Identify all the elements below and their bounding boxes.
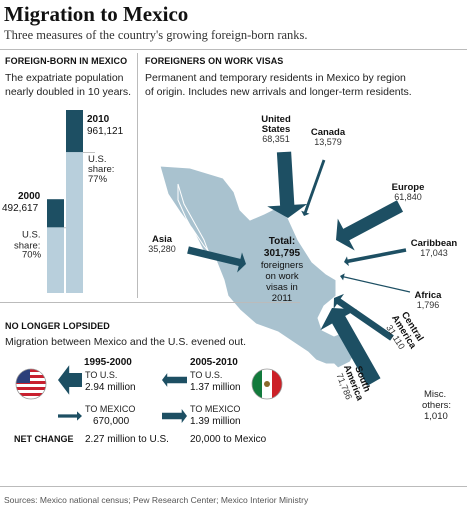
period-1-to-mexico-label: TO MEXICO [85, 404, 135, 414]
foreign-born-description-2: nearly doubled in 10 years. [5, 86, 132, 98]
flow-arrow-united-states [267, 151, 308, 218]
net-change-label: NET CHANGE [14, 434, 74, 444]
flow-value-europe: 61,840 [394, 192, 422, 202]
flow-value-africa: 1,796 [417, 300, 440, 310]
page-title: Migration to Mexico [4, 2, 189, 26]
bar-us-share-2010 [66, 152, 83, 293]
flow-label-united-states-1: United [261, 114, 291, 125]
period-2-label: 2005-2010 [190, 357, 238, 368]
misc-others-line-2: others: [422, 400, 451, 411]
work-visas-heading: FOREIGNERS ON WORK VISAS [145, 56, 284, 66]
period-2-to-mexico-value: 1.39 million [190, 416, 241, 427]
foreign-born-bar-chart: 2010 961,121 U.S. 77% 2000 492,617 U.S. … [2, 110, 124, 293]
period-1-to-us-label: TO U.S. [85, 370, 117, 380]
flow-label-united-states-2: States [262, 124, 291, 135]
arrow-to-mexico-1995-2000 [58, 411, 82, 421]
total-caption-line-3: visas in [266, 282, 298, 293]
flow-arrow-asia [187, 246, 246, 273]
period-2-to-us-label: TO U.S. [190, 370, 222, 380]
period-1-to-us-value: 2.94 million [85, 382, 136, 393]
lopsided-divider [0, 302, 300, 303]
flow-value-asia: 35,280 [148, 244, 176, 254]
lopsided-description: Migration between Mexico and the U.S. ev… [5, 336, 247, 348]
flow-arrow-central-america [333, 293, 394, 341]
flow-label-asia-1: Asia [152, 234, 173, 245]
us-flag-icon [15, 368, 47, 400]
period-2-to-mexico-label: TO MEXICO [190, 404, 240, 414]
lopsided-heading: NO LONGER LOPSIDED [5, 321, 110, 331]
flow-value-united-states: 68,351 [262, 134, 290, 144]
footer-divider [0, 486, 467, 487]
period-1-label: 1995-2000 [84, 357, 132, 368]
bar-us-share-2000 [47, 227, 64, 293]
flow-label-caribbean-1: Caribbean [411, 238, 458, 249]
arrow-to-mexico-2005-2010 [162, 409, 187, 423]
arrow-to-us-2005-2010 [162, 373, 187, 387]
source-note: Sources: Mexico national census; Pew Res… [4, 495, 309, 505]
total-caption-line-1: foreigners [261, 260, 303, 271]
header-divider [0, 49, 467, 50]
section-divider-vertical [137, 53, 138, 298]
flow-value-caribbean: 17,043 [420, 248, 448, 258]
bar-share-value-2000: 70% [22, 249, 42, 260]
bar-year-label-2000: 2000 [18, 191, 41, 202]
period-2-net-change: 20,000 to Mexico [190, 434, 267, 445]
bar-share-value-2010: 77% [88, 174, 108, 185]
migration-flow-chart: 1995-2000 2005-2010 TO U.S. 2.94 million… [14, 357, 283, 445]
flow-label-europe-1: Europe [392, 182, 425, 193]
flow-arrow-europe [336, 200, 404, 251]
period-1-net-change: 2.27 million to U.S. [85, 434, 169, 445]
period-1-to-mexico-value: 670,000 [93, 416, 130, 427]
flow-arrow-africa [340, 273, 411, 293]
foreign-born-heading: FOREIGN-BORN IN MEXICO [5, 56, 128, 66]
page-subtitle: Three measures of the country's growing … [4, 28, 308, 42]
flow-arrow-south-america [320, 308, 381, 386]
total-label: Total: [269, 236, 295, 247]
period-2-to-us-value: 1.37 million [190, 382, 241, 393]
bar-year-label-2010: 2010 [87, 114, 110, 125]
mexico-flag-icon [251, 368, 283, 400]
bar-value-label-2010: 961,121 [87, 126, 124, 137]
total-caption-line-2: on work [265, 271, 299, 282]
bar-share-label-2010: U.S. [88, 154, 106, 165]
misc-others-line-3: 1,010 [424, 411, 448, 422]
arrow-to-us-1995-2000 [58, 365, 82, 395]
bar-share-word-2000: share: [14, 240, 40, 251]
flow-label-africa-1: Africa [415, 290, 443, 301]
total-caption-line-4: 2011 [272, 293, 292, 304]
flow-value-canada: 13,579 [314, 137, 342, 147]
misc-others-line-1: Misc. [424, 389, 446, 400]
work-visas-description-1: Permanent and temporary residents in Mex… [145, 72, 406, 84]
bar-share-label-2000: U.S. [22, 229, 40, 240]
bar-other-2000 [47, 199, 64, 228]
bar-value-label-2000: 492,617 [2, 203, 39, 214]
flow-label-canada-1: Canada [311, 127, 346, 138]
total-value: 301,795 [264, 248, 301, 259]
flow-arrow-canada [301, 159, 326, 216]
bar-other-2010 [66, 110, 83, 153]
foreign-born-description-1: The expatriate population [5, 72, 124, 84]
bar-share-word-2010: share: [88, 164, 114, 175]
work-visas-description-2: of origin. Includes new arrivals and lon… [145, 86, 412, 98]
flow-arrow-caribbean [344, 248, 407, 267]
